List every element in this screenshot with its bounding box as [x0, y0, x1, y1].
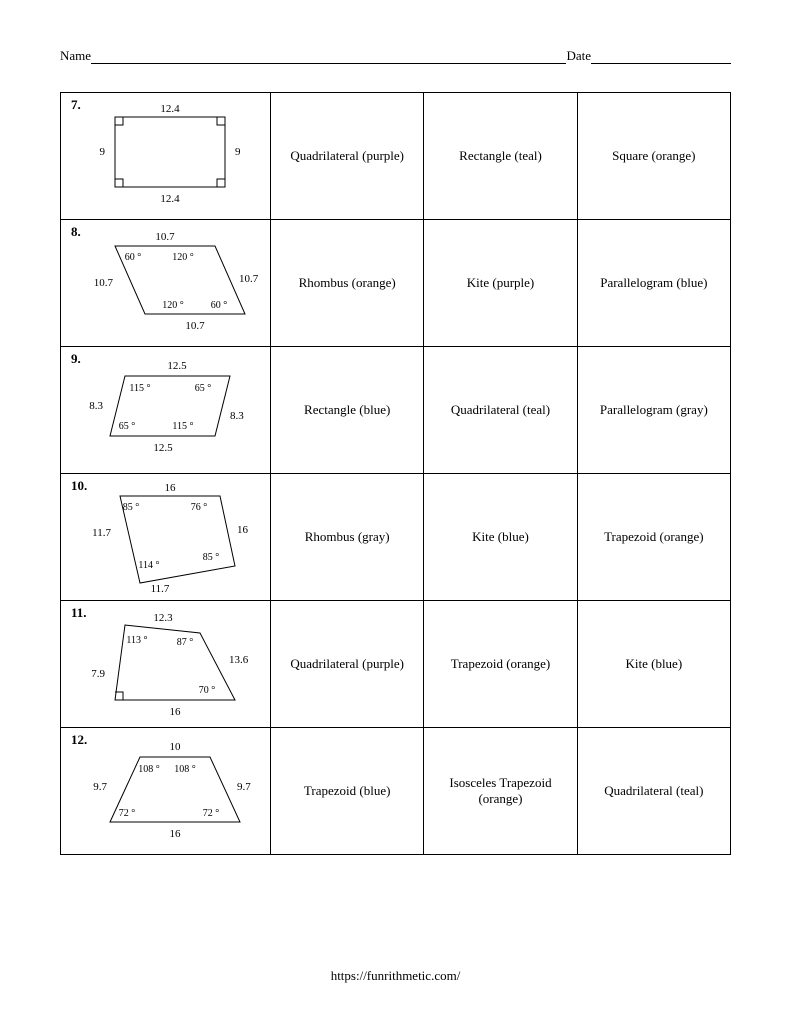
- shape-cell: 9. 12.5 8.3 8.3 12.5 115 ° 65 ° 65 ° 115 °: [61, 347, 271, 474]
- table-row: 9. 12.5 8.3 8.3 12.5 115 ° 65 ° 65 ° 115 ° Rectan…: [61, 347, 731, 474]
- svg-text:9.7: 9.7: [237, 781, 251, 793]
- answer-cell: Kite (blue): [577, 601, 730, 728]
- shape-diagram: 16 11.7 16 11.7 85 ° 76 ° 114 ° 85 °: [65, 478, 275, 596]
- svg-text:10.7: 10.7: [94, 277, 114, 289]
- svg-text:7.9: 7.9: [91, 668, 105, 680]
- date-underline: [591, 50, 731, 64]
- answer-cell: Quadrilateral (teal): [577, 728, 730, 855]
- svg-text:16: 16: [170, 828, 182, 840]
- svg-text:60 °: 60 °: [125, 252, 142, 263]
- name-underline: [91, 50, 566, 64]
- shape-diagram: 10.7 10.7 10.7 10.7 60 ° 120 ° 120 ° 60 °: [65, 224, 275, 342]
- shape-diagram: 10 9.7 9.7 16 108 ° 108 ° 72 ° 72 °: [65, 732, 275, 850]
- svg-text:108 °: 108 °: [174, 764, 196, 775]
- svg-text:120 °: 120 °: [162, 300, 184, 311]
- svg-text:8.3: 8.3: [89, 400, 103, 412]
- answer-cell: Rhombus (orange): [271, 220, 424, 347]
- svg-text:115 °: 115 °: [172, 421, 193, 432]
- answer-cell: Kite (purple): [424, 220, 577, 347]
- shape-cell: 8. 10.7 10.7 10.7 10.7 60 ° 120 ° 120 ° 60 °: [61, 220, 271, 347]
- answer-cell: Trapezoid (blue): [271, 728, 424, 855]
- svg-text:12.4: 12.4: [160, 193, 180, 205]
- svg-text:10.7: 10.7: [155, 231, 175, 243]
- shape-cell: 12. 10 9.7 9.7 16 108 ° 108 ° 72 ° 72 °: [61, 728, 271, 855]
- svg-text:60 °: 60 °: [211, 300, 228, 311]
- svg-text:72 °: 72 °: [119, 808, 136, 819]
- svg-text:10: 10: [170, 741, 182, 753]
- answer-cell: Rectangle (blue): [271, 347, 424, 474]
- footer-url: https://funrithmetic.com/: [0, 968, 791, 984]
- svg-text:65 °: 65 °: [195, 383, 212, 394]
- answer-cell: Quadrilateral (purple): [271, 93, 424, 220]
- worksheet-table: 7.12.49912.4Quadrilateral (purple)Rectan…: [60, 92, 731, 855]
- question-number: 12.: [71, 732, 87, 748]
- table-row: 7. 12.4 9 9 12.4 Quadrilateral (purple)Rectan…: [61, 93, 731, 220]
- answer-cell: Parallelogram (blue): [577, 220, 730, 347]
- svg-text:87 °: 87 °: [177, 637, 194, 648]
- answer-cell: Isosceles Trapezoid (orange): [424, 728, 577, 855]
- svg-text:120 °: 120 °: [172, 252, 194, 263]
- table-row: 8. 10.7 10.7 10.7 10.7 60 ° 120 ° 120 ° 60 ° Rhom…: [61, 220, 731, 347]
- svg-text:16: 16: [165, 482, 177, 494]
- shape-cell: 10. 16 11.7 16 11.7 85 ° 76 ° 114 ° 85 °: [61, 474, 271, 601]
- question-number: 11.: [71, 605, 87, 621]
- name-label: Name: [60, 48, 91, 64]
- answer-cell: Quadrilateral (purple): [271, 601, 424, 728]
- svg-text:12.5: 12.5: [153, 442, 173, 454]
- svg-text:13.6: 13.6: [229, 654, 249, 666]
- svg-text:12.4: 12.4: [160, 103, 180, 115]
- svg-text:16: 16: [237, 524, 249, 536]
- table-row: 10. 16 11.7 16 11.7 85 ° 76 ° 114 ° 85 ° Rhombus …: [61, 474, 731, 601]
- answer-cell: Rectangle (teal): [424, 93, 577, 220]
- answer-cell: Rhombus (gray): [271, 474, 424, 601]
- answer-cell: Parallelogram (gray): [577, 347, 730, 474]
- shape-diagram: 12.3 7.9 13.6 16 113 ° 87 ° 70 °: [65, 605, 275, 723]
- answer-cell: Trapezoid (orange): [424, 601, 577, 728]
- answer-cell: Square (orange): [577, 93, 730, 220]
- svg-text:10.7: 10.7: [239, 273, 259, 285]
- question-number: 7.: [71, 97, 81, 113]
- svg-text:65 °: 65 °: [119, 421, 136, 432]
- svg-text:16: 16: [170, 706, 182, 718]
- svg-text:10.7: 10.7: [185, 320, 205, 332]
- shape-diagram: 12.4 9 9 12.4: [65, 97, 275, 215]
- svg-text:9: 9: [235, 146, 241, 158]
- table-row: 12. 10 9.7 9.7 16 108 ° 108 ° 72 ° 72 ° Trapezoid…: [61, 728, 731, 855]
- svg-text:115 °: 115 °: [129, 383, 150, 394]
- svg-text:8.3: 8.3: [230, 410, 244, 422]
- svg-text:114 °: 114 °: [138, 560, 159, 571]
- svg-text:76 °: 76 °: [191, 502, 208, 513]
- svg-text:9: 9: [100, 146, 106, 158]
- shape-cell: 11. 12.3 7.9 13.6 16 113 ° 87 ° 70 °: [61, 601, 271, 728]
- svg-text:113 °: 113 °: [126, 635, 147, 646]
- svg-text:12.3: 12.3: [153, 612, 173, 624]
- shape-cell: 7. 12.4 9 9 12.4: [61, 93, 271, 220]
- date-label: Date: [566, 48, 591, 64]
- question-number: 10.: [71, 478, 87, 494]
- shape-diagram: 12.5 8.3 8.3 12.5 115 ° 65 ° 65 ° 115 °: [65, 351, 275, 469]
- answer-cell: Kite (blue): [424, 474, 577, 601]
- answer-cell: Quadrilateral (teal): [424, 347, 577, 474]
- worksheet-header: Name Date: [60, 48, 731, 64]
- answer-cell: Trapezoid (orange): [577, 474, 730, 601]
- svg-text:12.5: 12.5: [167, 360, 187, 372]
- svg-text:11.7: 11.7: [151, 583, 170, 595]
- svg-text:85 °: 85 °: [123, 502, 140, 513]
- question-number: 8.: [71, 224, 81, 240]
- svg-text:85 °: 85 °: [203, 552, 220, 563]
- svg-text:9.7: 9.7: [93, 781, 107, 793]
- question-number: 9.: [71, 351, 81, 367]
- table-row: 11. 12.3 7.9 13.6 16 113 ° 87 ° 70 ° Quadrilater…: [61, 601, 731, 728]
- svg-text:70 °: 70 °: [199, 685, 216, 696]
- svg-text:108 °: 108 °: [138, 764, 160, 775]
- svg-text:11.7: 11.7: [92, 527, 111, 539]
- svg-text:72 °: 72 °: [203, 808, 220, 819]
